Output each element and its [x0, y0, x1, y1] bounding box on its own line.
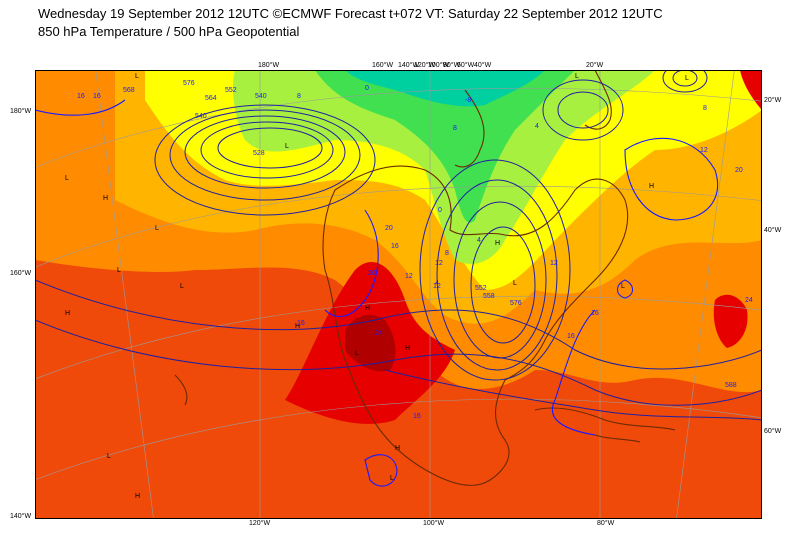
temperature-band-cold: [233, 70, 655, 264]
contour-labels: 16 16 568 576 564 552 540 8 0 -8 528 540…: [77, 80, 753, 420]
map-frame: [35, 70, 762, 519]
pressure-symbol: H: [495, 240, 500, 247]
contour-label: 528: [253, 150, 265, 157]
contour-label: 552: [225, 87, 237, 94]
contour-label: 8: [703, 105, 707, 112]
contour-label: -8: [465, 97, 471, 104]
contour-label: 4: [477, 237, 481, 244]
contour-label: 16: [591, 310, 599, 317]
contour-label: 588: [725, 382, 737, 389]
top-lon-label: 160°W: [372, 62, 394, 69]
temperature-band-hot-east: [713, 294, 748, 348]
contour-label: 540: [255, 93, 267, 100]
pressure-symbol: L: [117, 267, 121, 274]
temperature-band-hot-corner: [740, 70, 762, 110]
pressure-symbol: H: [295, 323, 300, 330]
pressure-symbol: H: [65, 310, 70, 317]
field-subtitle: 850 hPa Temperature / 500 hPa Geopotenti…: [38, 24, 300, 39]
contour-label: 24: [375, 330, 383, 337]
contour-label: 568: [123, 87, 135, 94]
contour-label: 12: [700, 147, 708, 154]
left-lat-label: 160°W: [10, 270, 32, 277]
contour-label: 552: [475, 285, 487, 292]
pressure-symbol: H: [135, 493, 140, 500]
right-lat-label: 20°W: [764, 97, 782, 104]
contour-label: 576: [183, 80, 195, 87]
weather-map: L L L H H L L H L H L H L L L H L H H L …: [35, 70, 762, 519]
pressure-symbol: H: [365, 305, 370, 312]
top-lon-label: 100°W: [428, 62, 450, 69]
left-lat-label: 180°W: [10, 108, 32, 115]
top-lon-label: 180°W: [258, 62, 280, 69]
top-lon-label: 140°W: [398, 62, 420, 69]
pressure-symbol: L: [155, 225, 159, 232]
pressure-markers: L L L H H L L H L H L H L L L H L H H L …: [65, 73, 689, 500]
temperature-band-colder: [315, 70, 575, 223]
pressure-symbol: L: [135, 73, 139, 80]
contour-label: 12: [433, 283, 441, 290]
contour-label: 0: [438, 207, 442, 214]
pressure-symbol: L: [355, 350, 359, 357]
right-lat-label: 40°W: [764, 227, 782, 234]
contour-label: 12: [550, 260, 558, 267]
pressure-symbol: L: [390, 475, 394, 482]
contour-label: 8: [453, 125, 457, 132]
contour-label: 540: [195, 113, 207, 120]
bottom-lon-label: 80°W: [597, 520, 615, 527]
contour-label: 16: [567, 333, 575, 340]
pressure-symbol: L: [621, 283, 625, 290]
contour-label: 20: [735, 167, 743, 174]
contour-label: 4: [435, 280, 439, 287]
isotherm-contours: [35, 99, 719, 487]
forecast-title: Wednesday 19 September 2012 12UTC ©ECMWF…: [38, 6, 663, 21]
left-lat-label: 140°W: [10, 513, 32, 520]
contour-label: 24: [745, 297, 753, 304]
temperature-band-coldest: [345, 70, 545, 107]
contour-label: 12: [435, 260, 443, 267]
top-lon-label: 60°W: [457, 62, 475, 69]
pressure-symbol: L: [285, 143, 289, 150]
contour-label: 12: [405, 273, 413, 280]
pressure-symbol: L: [513, 280, 517, 287]
pressure-symbol: H: [395, 445, 400, 452]
top-lon-label: 20°W: [586, 62, 604, 69]
temperature-band-hottest: [345, 314, 396, 372]
contour-label: 16: [77, 93, 85, 100]
contour-label: 564: [205, 95, 217, 102]
top-lon-label: 40°W: [474, 62, 492, 69]
pressure-symbol: L: [107, 453, 111, 460]
bottom-lon-label: 100°W: [423, 520, 445, 527]
contour-label: 16: [297, 320, 305, 327]
graticule: [35, 70, 762, 519]
contour-label: 8: [445, 250, 449, 257]
pressure-symbol: L: [65, 175, 69, 182]
coastlines: [174, 70, 676, 486]
contour-label: 0: [365, 85, 369, 92]
pressure-symbol: L: [685, 75, 689, 82]
contour-label: 16: [391, 243, 399, 250]
contour-label: 16: [93, 93, 101, 100]
contour-label: 576: [510, 300, 522, 307]
pressure-symbol: L: [575, 73, 579, 80]
contour-label: 558: [483, 293, 495, 300]
pressure-symbol: H: [405, 345, 410, 352]
pressure-symbol: H: [103, 195, 108, 202]
contour-label: 20: [368, 270, 376, 277]
pressure-symbol: H: [649, 183, 654, 190]
top-lon-label: 120°W: [414, 62, 436, 69]
bottom-lon-label: 120°W: [249, 520, 271, 527]
pressure-symbol: L: [180, 283, 184, 290]
top-lon-label: 80°W: [443, 62, 461, 69]
contour-label: 20: [385, 225, 393, 232]
geopotential-contours: [35, 70, 762, 421]
contour-label: 8: [297, 93, 301, 100]
contour-label: 4: [535, 123, 539, 130]
contour-label: 16: [413, 413, 421, 420]
right-lat-label: 60°W: [764, 428, 782, 435]
